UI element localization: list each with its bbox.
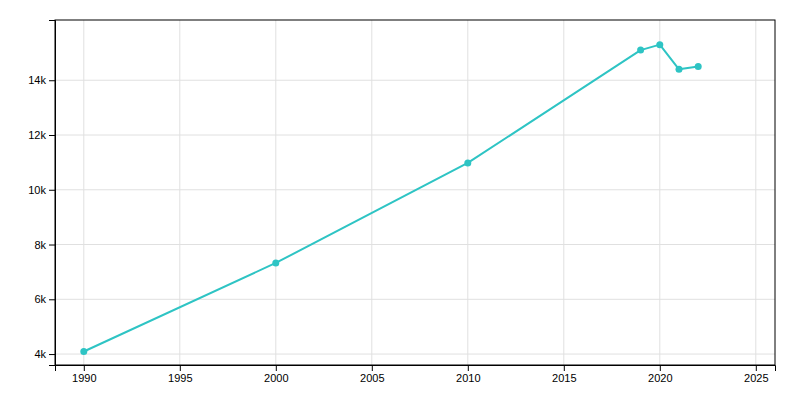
grid-line-x [83,20,84,365]
point [464,159,471,166]
point [676,66,683,73]
x-axis: 1990 1995 2000 2005 2010 2015 2020 2025 [56,365,776,384]
x-tick-label: 2015 [552,372,576,384]
y-tick-mark [49,135,55,136]
x-tick-label: 1990 [72,372,96,384]
x-tick: 2015 [552,365,576,384]
x-tick-mark [372,365,373,371]
x-axis-line [56,366,776,372]
y-tick-label: 12k [28,129,46,141]
grid-line-y [55,244,775,245]
y-tick-mark [49,245,55,246]
grid-line-x [179,20,180,365]
y-tick-mark [49,190,55,191]
y-tick-mark [49,80,55,81]
grid-line-x [371,20,372,365]
y-axis: 4k 6k 8k 10k 12k 14k [28,21,55,366]
x-tick-mark [468,365,469,371]
x-tick-mark [660,365,661,371]
grid-line-y [55,135,775,136]
y-tick-label: 8k [34,239,46,251]
x-tick-mark [276,365,277,371]
marks [80,41,701,355]
x-tick: 2025 [744,365,768,384]
point [80,348,87,355]
x-tick-mark [180,365,181,371]
line [84,45,698,352]
x-tick-mark [756,365,757,371]
x-tick: 2020 [648,365,672,384]
point [637,47,644,54]
y-tick-label: 10k [28,184,46,196]
x-tick: 2000 [264,365,288,384]
grid-line-x [755,20,756,365]
y-tick-label: 4k [34,348,46,360]
grid-line-x [275,20,276,365]
y-tick: 6k [34,293,55,305]
plot-frame [55,20,775,365]
y-axis-line [49,21,56,366]
y-tick-label: 6k [34,293,46,305]
y-tick: 10k [28,184,55,196]
grid-line-y [55,354,775,355]
point [695,63,702,70]
grid-line-x [563,20,564,365]
y-tick: 12k [28,129,55,141]
plot: 1990 1995 2000 2005 2010 2015 2020 2025 4k 6k 8k 10… [28,20,775,384]
x-tick-label: 2020 [648,372,672,384]
grid-line-x [467,20,468,365]
grid [55,20,775,365]
y-tick: 4k [34,348,55,360]
point [656,41,663,48]
x-tick: 1995 [168,365,192,384]
y-tick-mark [49,354,55,355]
x-tick-label: 2025 [744,372,768,384]
x-tick-label: 2010 [456,372,480,384]
chart: 1990 1995 2000 2005 2010 2015 2020 2025 4k 6k 8k 10… [0,0,800,400]
x-tick-mark [564,365,565,371]
y-tick: 14k [28,74,55,86]
y-tick: 8k [34,239,55,251]
x-tick: 2005 [360,365,384,384]
x-tick: 2010 [456,365,480,384]
y-tick-mark [49,299,55,300]
grid-line-y [55,299,775,300]
x-tick-label: 1995 [168,372,192,384]
grid-line-x [659,20,660,365]
grid-line-y [55,80,775,81]
y-tick-label: 14k [28,74,46,86]
x-tick-mark [84,365,85,371]
x-tick-label: 2000 [264,372,288,384]
x-tick-label: 2005 [360,372,384,384]
point [272,259,279,266]
x-tick: 1990 [72,365,96,384]
